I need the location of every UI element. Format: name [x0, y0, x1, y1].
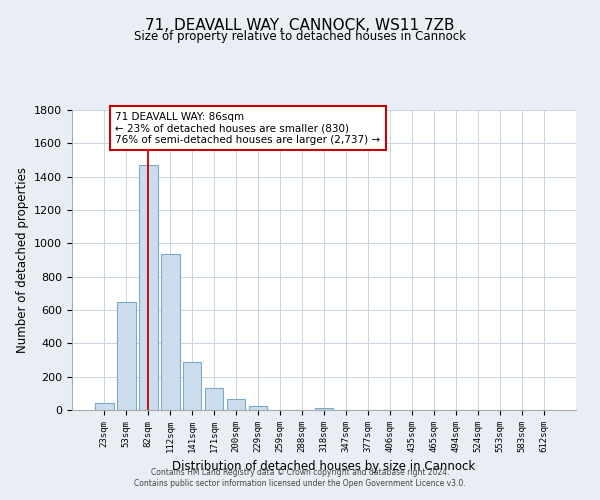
Bar — [161, 254, 179, 410]
Bar — [139, 165, 158, 410]
Bar — [249, 406, 268, 410]
Bar — [314, 408, 334, 410]
Text: Size of property relative to detached houses in Cannock: Size of property relative to detached ho… — [134, 30, 466, 43]
Bar — [183, 362, 202, 410]
Bar — [95, 404, 113, 410]
Text: 71, DEAVALL WAY, CANNOCK, WS11 7ZB: 71, DEAVALL WAY, CANNOCK, WS11 7ZB — [145, 18, 455, 32]
Bar — [117, 302, 136, 410]
Text: 71 DEAVALL WAY: 86sqm
← 23% of detached houses are smaller (830)
76% of semi-det: 71 DEAVALL WAY: 86sqm ← 23% of detached … — [115, 112, 380, 145]
Bar — [205, 388, 223, 410]
Bar — [227, 399, 245, 410]
Y-axis label: Number of detached properties: Number of detached properties — [16, 167, 29, 353]
X-axis label: Distribution of detached houses by size in Cannock: Distribution of detached houses by size … — [172, 460, 476, 473]
Text: Contains HM Land Registry data © Crown copyright and database right 2024.
Contai: Contains HM Land Registry data © Crown c… — [134, 468, 466, 487]
